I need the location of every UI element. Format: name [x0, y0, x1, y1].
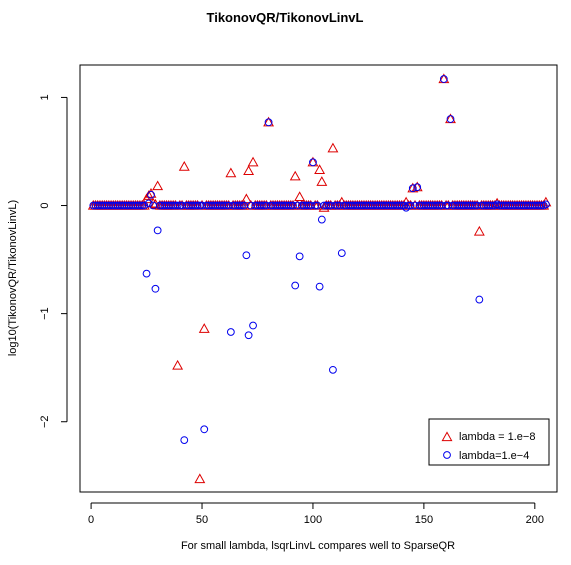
data-point-circle — [406, 201, 415, 210]
data-point-circle — [329, 365, 337, 374]
data-point-circle — [193, 201, 202, 210]
data-point-circle — [200, 425, 209, 434]
y-tick-label: −1 — [39, 307, 51, 320]
legend-label-series-1: lambda = 1.e−8 — [459, 431, 535, 443]
data-point-circle — [151, 284, 160, 293]
data-point-circle — [258, 201, 266, 210]
data-point-triangle — [194, 473, 206, 484]
data-point-triangle — [172, 359, 184, 370]
data-point-circle — [144, 199, 153, 208]
x-tick-label: 150 — [415, 514, 433, 526]
x-tick-label: 0 — [88, 514, 94, 526]
data-point-circle — [295, 252, 304, 261]
data-point-circle — [138, 201, 147, 210]
x-tick-label: 50 — [196, 514, 208, 526]
data-point-circle — [433, 201, 442, 210]
data-point-circle — [153, 226, 162, 235]
data-point-triangle — [318, 202, 330, 212]
data-point-circle — [220, 201, 229, 210]
y-tick-label: 1 — [39, 94, 51, 100]
data-point-triangle — [316, 176, 328, 186]
legend-triangle-icon — [441, 431, 453, 442]
data-point-circle — [322, 201, 331, 210]
data-point-circle — [235, 201, 244, 210]
data-point-triangle — [247, 156, 259, 167]
data-point-circle — [226, 328, 235, 336]
data-point-circle — [315, 282, 324, 291]
data-point-circle — [408, 184, 417, 193]
x-tick-label: 100 — [304, 514, 322, 526]
data-point-triangle — [145, 188, 157, 198]
data-point-triangle — [327, 142, 339, 153]
chart-title: TikonovQR/TikonovLinvL — [207, 10, 364, 25]
data-point-circle — [402, 203, 411, 212]
data-point-circle — [475, 295, 484, 304]
data-point-circle — [147, 190, 155, 199]
data-point-triangle — [240, 193, 252, 204]
data-point-triangle — [289, 170, 301, 181]
y-axis-label: log10(TikonovQR/TikonovLinvL) — [7, 200, 19, 356]
data-point-circle — [284, 201, 293, 210]
data-point-triangle — [225, 167, 237, 178]
data-point-circle — [291, 281, 300, 290]
data-point-triangle — [243, 165, 255, 176]
data-point-circle — [542, 200, 550, 209]
x-axis-label: For small lambda, lsqrLinvL compares wel… — [181, 540, 455, 552]
data-point-circle — [309, 158, 317, 167]
data-point-triangle — [178, 160, 190, 171]
data-point-circle — [302, 201, 311, 210]
data-point-triangle — [152, 180, 164, 191]
data-point-circle — [337, 249, 346, 257]
x-axis: 0 50 100 150 200 — [88, 502, 544, 526]
data-point-circle — [238, 201, 246, 210]
plot-frame — [79, 64, 558, 493]
data-point-triangle — [473, 225, 485, 236]
data-point-circle — [311, 201, 320, 210]
data-point-circle — [537, 201, 546, 210]
data-point-circle — [289, 201, 297, 210]
data-point-circle — [173, 201, 182, 210]
data-point-triangle — [143, 190, 155, 200]
legend-label-series-2: lambda=1.e−4 — [459, 450, 529, 462]
data-points — [87, 73, 552, 484]
data-point-triangle — [294, 191, 306, 201]
data-point-circle — [249, 321, 257, 330]
data-point-circle — [264, 118, 273, 127]
data-point-triangle — [314, 164, 326, 174]
y-tick-label: 0 — [39, 202, 51, 208]
y-axis: −2 −1 0 1 — [39, 94, 68, 428]
y-tick-label: −2 — [39, 415, 51, 428]
legend: lambda = 1.e−8 lambda=1.e−4 — [428, 418, 550, 466]
data-point-circle — [142, 269, 151, 278]
legend-circle-icon — [443, 451, 451, 459]
data-point-circle — [244, 331, 253, 340]
data-point-circle — [180, 436, 189, 445]
data-point-circle — [446, 115, 455, 123]
data-point-circle — [140, 201, 149, 210]
data-point-circle — [331, 201, 340, 210]
data-point-circle — [317, 215, 326, 224]
data-point-circle — [395, 201, 404, 210]
data-point-circle — [413, 183, 422, 192]
data-point-circle — [136, 201, 144, 210]
data-point-circle — [242, 251, 251, 260]
data-point-circle — [468, 201, 477, 210]
data-point-triangle — [198, 323, 210, 333]
data-point-circle — [439, 75, 448, 83]
x-tick-label: 200 — [526, 514, 544, 526]
